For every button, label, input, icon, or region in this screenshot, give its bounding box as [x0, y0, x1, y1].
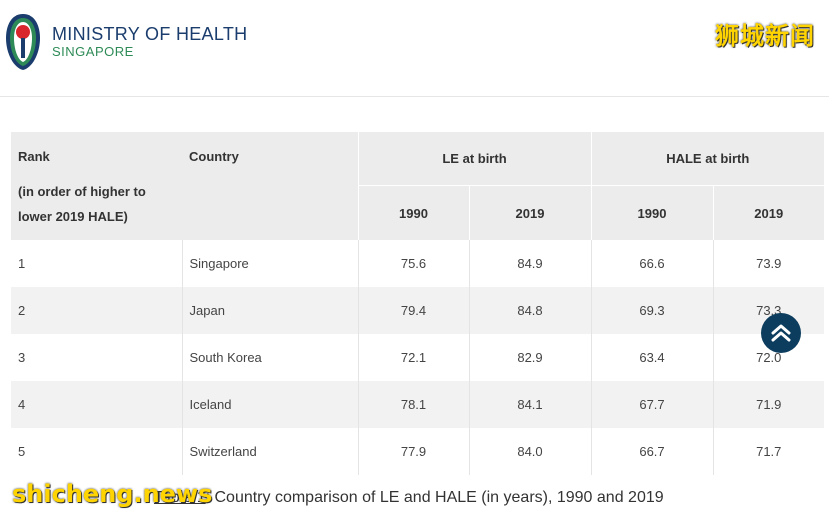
rank-header: Rank (in order of higher to lower 2019 H… — [11, 132, 182, 240]
table-row: 2 Japan 79.4 84.8 69.3 73.3 — [11, 287, 824, 334]
le-1990-cell: 78.1 — [357, 381, 469, 428]
rank-header-label: Rank — [18, 149, 50, 164]
org-name: MINISTRY OF HEALTH — [52, 24, 248, 44]
hale-2019-header: 2019 — [712, 185, 824, 240]
le-at-birth-header: LE at birth — [357, 132, 591, 186]
le-2019-cell: 82.9 — [468, 334, 591, 381]
country-cell: Singapore — [181, 240, 358, 287]
table-row: 1 Singapore 75.6 84.9 66.6 73.9 — [11, 240, 824, 287]
site-header: MINISTRY OF HEALTH SINGAPORE 狮城新闻 — [0, 0, 829, 97]
hale-1990-cell: 67.7 — [590, 381, 713, 428]
table-link[interactable]: Table 1 — [154, 489, 206, 506]
le-1990-header: 1990 — [357, 185, 469, 240]
hale-2019-cell: 71.9 — [712, 381, 824, 428]
double-chevron-up-icon — [771, 324, 791, 342]
le-1990-cell: 77.9 — [357, 428, 469, 475]
le-2019-cell: 84.8 — [468, 287, 591, 334]
le-1990-cell: 79.4 — [357, 287, 469, 334]
table-row: 5 Switzerland 77.9 84.0 66.7 71.7 — [11, 428, 824, 475]
scroll-to-top-button[interactable] — [761, 313, 801, 353]
hale-1990-cell: 63.4 — [590, 334, 713, 381]
hale-1990-cell: 66.7 — [590, 428, 713, 475]
watermark-logo: 狮城新闻 — [715, 22, 815, 50]
hale-1990-header: 1990 — [590, 185, 713, 240]
hale-2019-cell: 73.9 — [712, 240, 824, 287]
le-2019-header: 2019 — [468, 185, 591, 240]
le-hale-table: Rank (in order of higher to lower 2019 H… — [11, 132, 824, 475]
le-1990-cell: 75.6 — [357, 240, 469, 287]
table-caption: Table 1: Country comparison of LE and HA… — [154, 489, 664, 507]
le-1990-cell: 72.1 — [357, 334, 469, 381]
le-2019-cell: 84.9 — [468, 240, 591, 287]
country-header: Country — [182, 132, 358, 240]
rank-cell: 1 — [11, 240, 182, 287]
hale-2019-cell: 71.7 — [712, 428, 824, 475]
rank-cell: 2 — [11, 287, 182, 334]
le-2019-cell: 84.1 — [468, 381, 591, 428]
le-2019-cell: 84.0 — [468, 428, 591, 475]
rank-cell: 5 — [11, 428, 182, 475]
hale-at-birth-header: HALE at birth — [590, 132, 824, 186]
moh-emblem-icon[interactable] — [5, 12, 41, 72]
country-cell: Iceland — [181, 381, 358, 428]
rank-cell: 4 — [11, 381, 182, 428]
hale-1990-cell: 66.6 — [590, 240, 713, 287]
country-cell: South Korea — [181, 334, 358, 381]
comparison-table-container: Rank (in order of higher to lower 2019 H… — [11, 132, 824, 475]
country-cell: Japan — [181, 287, 358, 334]
watermark-text: shicheng.news — [12, 480, 213, 508]
caption-text: : Country comparison of LE and HALE (in … — [205, 489, 664, 506]
table-row: 3 South Korea 72.1 82.9 63.4 72.0 — [11, 334, 824, 381]
country-cell: Switzerland — [181, 428, 358, 475]
table-row: 4 Iceland 78.1 84.1 67.7 71.9 — [11, 381, 824, 428]
hale-1990-cell: 69.3 — [590, 287, 713, 334]
rank-cell: 3 — [11, 334, 182, 381]
org-subtitle: SINGAPORE — [52, 44, 134, 59]
rank-header-note: (in order of higher to lower 2019 HALE) — [18, 184, 146, 224]
